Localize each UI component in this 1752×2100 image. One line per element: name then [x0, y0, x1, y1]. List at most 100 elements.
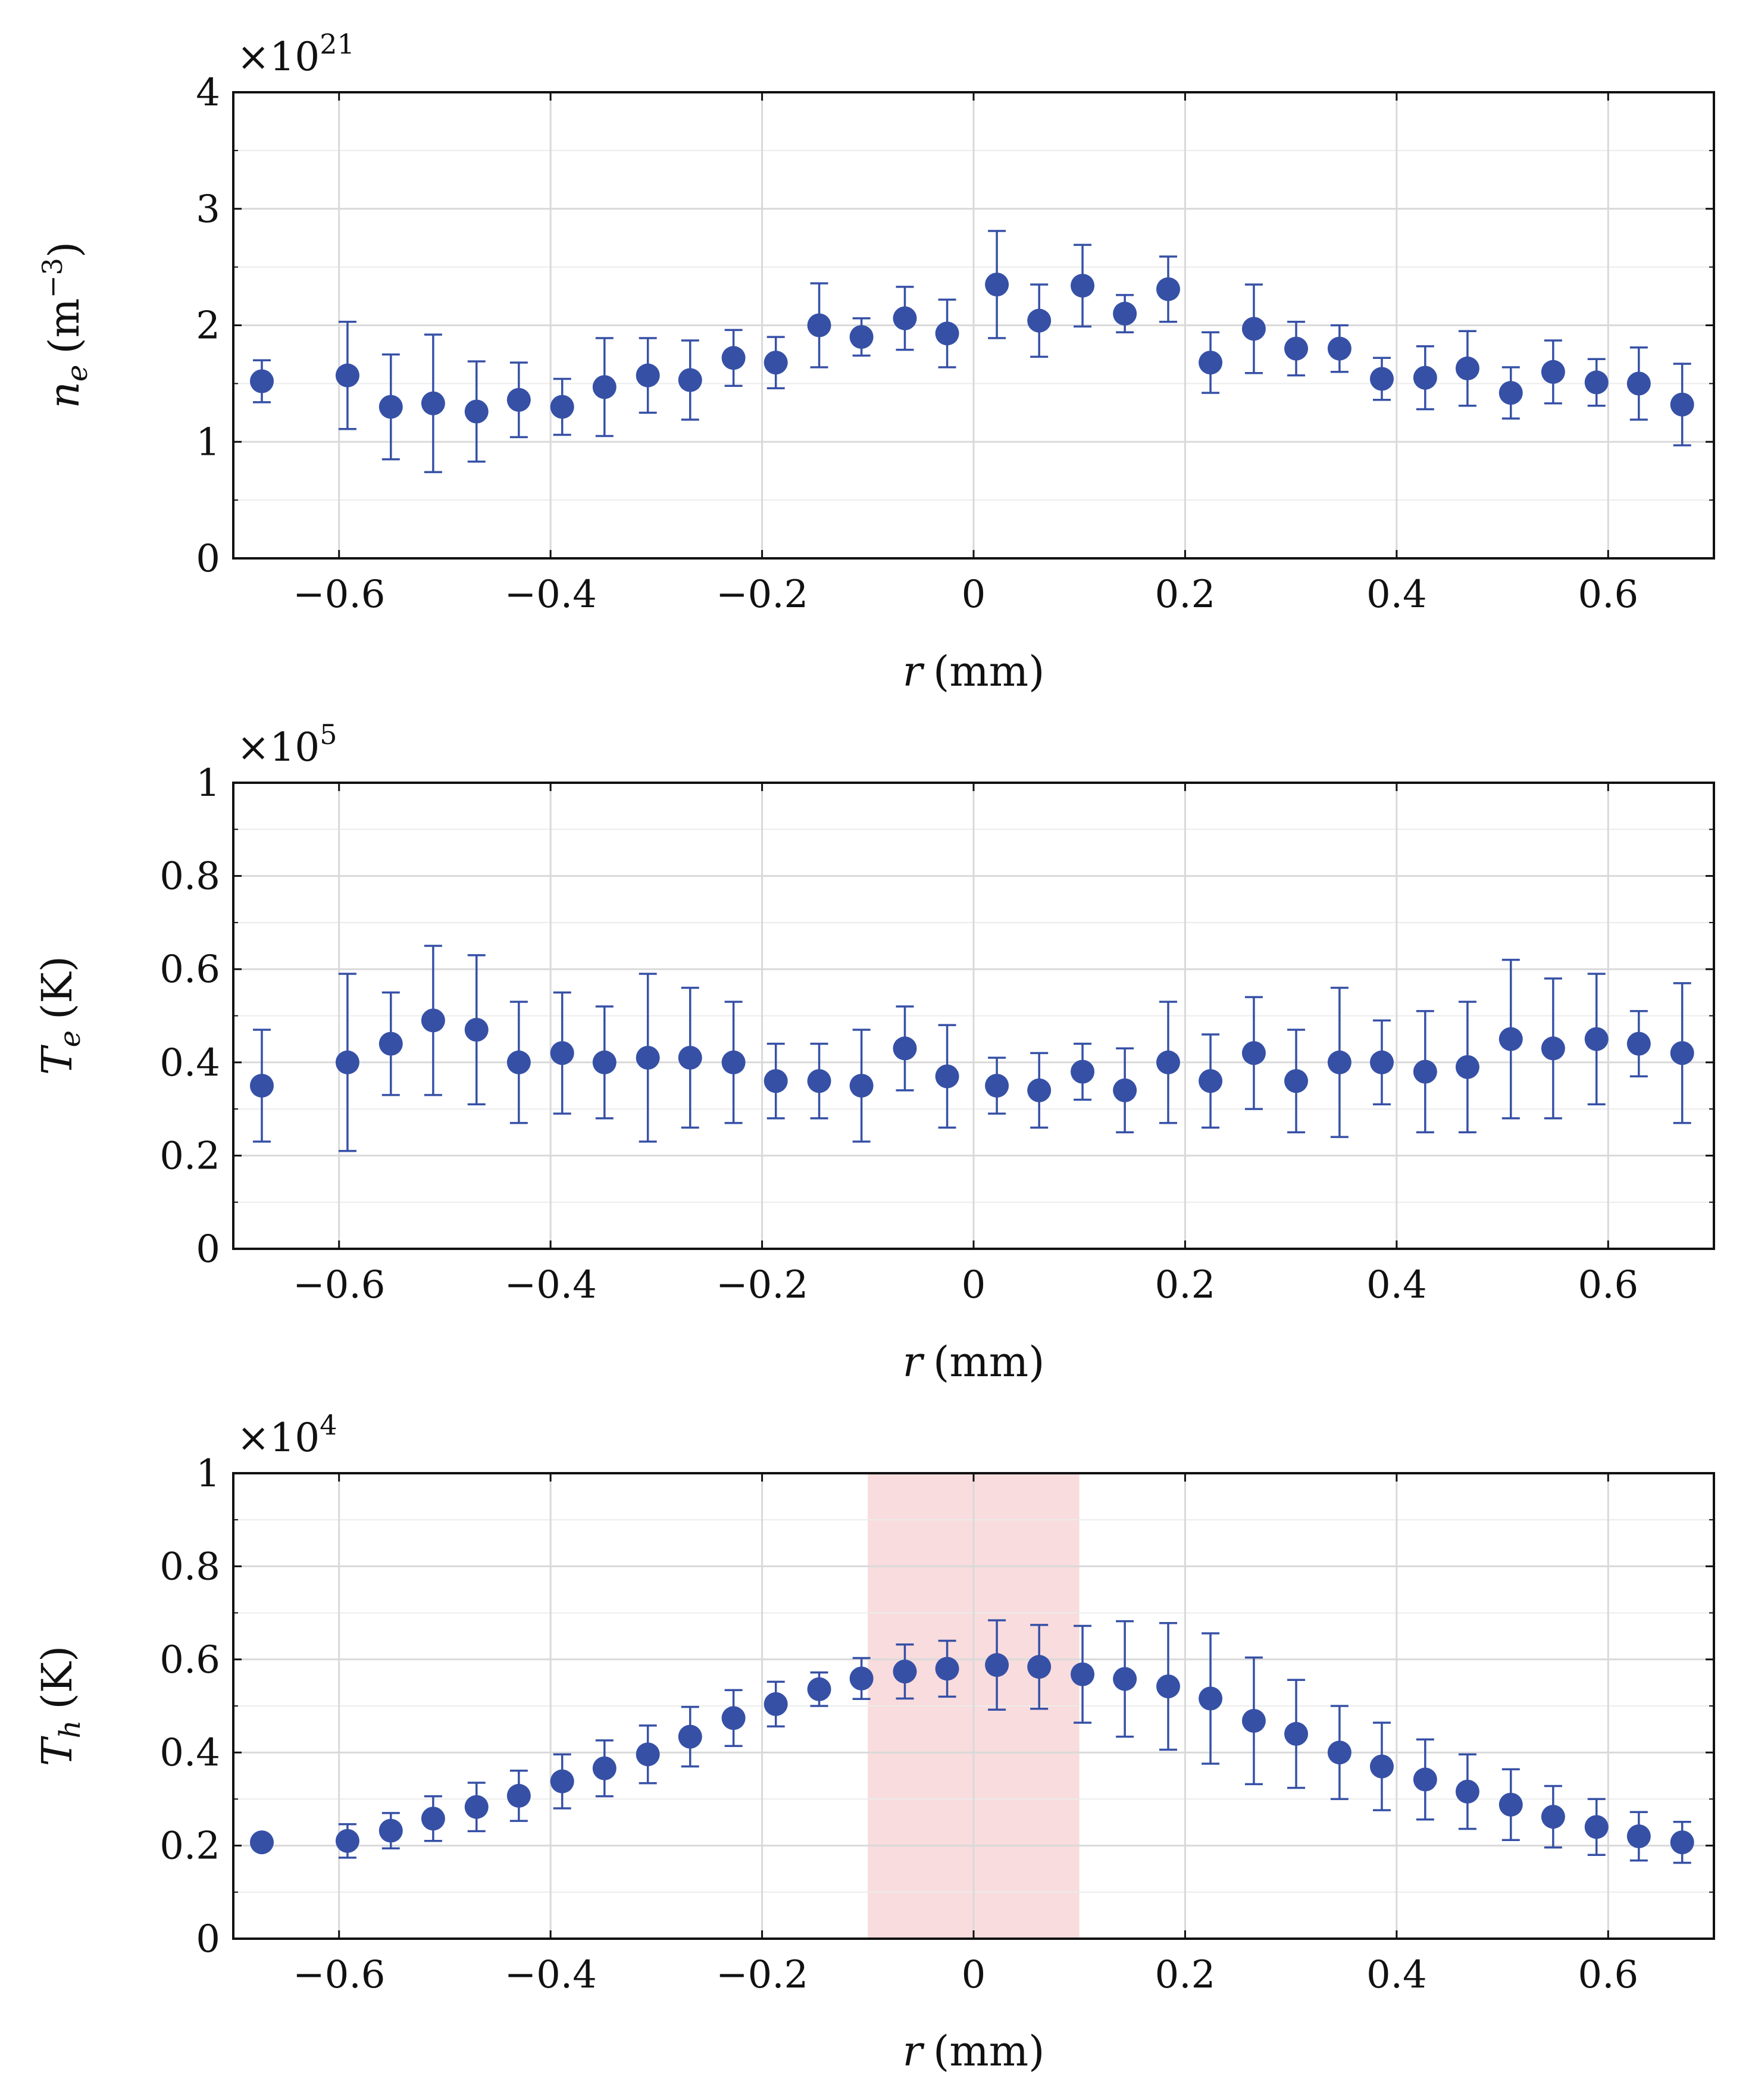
data-point	[893, 306, 917, 330]
data-point	[1156, 1674, 1180, 1699]
y-axis-subscript: e	[54, 1030, 87, 1047]
data-point	[1413, 1060, 1437, 1084]
data-point	[678, 1045, 702, 1070]
data-point	[464, 1017, 489, 1042]
data-point	[893, 1660, 917, 1684]
y-tick-label: 3	[196, 188, 220, 232]
x-tick-label: −0.2	[716, 1263, 808, 1307]
data-point	[678, 368, 702, 392]
data-point	[636, 1045, 660, 1070]
x-tick-label: 0	[962, 1263, 986, 1307]
x-axis-variable: r	[903, 2027, 925, 2076]
data-point	[421, 1807, 445, 1831]
x-axis-unit: (mm)	[933, 2027, 1044, 2076]
data-point	[1498, 381, 1523, 405]
data-point	[1071, 273, 1095, 298]
y-tick-label: 0	[196, 1917, 220, 1961]
data-point	[678, 1724, 702, 1749]
data-point	[1498, 1792, 1523, 1817]
data-point	[1626, 1824, 1651, 1848]
exponent-prefix: ×10	[237, 724, 320, 770]
data-point	[1113, 301, 1137, 326]
x-tick-label: 0	[962, 573, 986, 617]
data-point	[636, 363, 660, 388]
x-tick-label: 0.6	[1578, 1953, 1638, 1997]
exponent-power: 4	[320, 1409, 337, 1441]
panel-electron-temperature: −0.6 −0.4 −0.2 0 0.2 0.4 0.6 0 0.2 0.4 0.6 0.8 1 ×10…	[33, 718, 1715, 1386]
x-tick-label: −0.2	[716, 1953, 808, 1997]
data-point	[1284, 1721, 1309, 1746]
x-tick-label: 0.2	[1155, 1263, 1216, 1307]
data-point	[1027, 1078, 1052, 1102]
data-point	[506, 1050, 531, 1074]
data-point	[636, 1742, 660, 1767]
data-point	[1455, 1055, 1479, 1079]
data-point	[1113, 1667, 1137, 1691]
y-tick-label: 0.6	[159, 1638, 220, 1682]
data-point	[378, 1818, 403, 1843]
data-point	[592, 1756, 617, 1780]
data-point	[1413, 365, 1437, 390]
y-axis-title: Te (K)	[33, 956, 87, 1075]
data-point	[1241, 1709, 1266, 1733]
data-point	[1241, 1041, 1266, 1065]
data-point	[1369, 1050, 1394, 1074]
x-tick-label: 0.4	[1366, 1263, 1427, 1307]
y-axis-subscript: h	[54, 1720, 87, 1739]
data-point	[1241, 317, 1266, 341]
x-tick-label: 0.6	[1578, 573, 1638, 617]
y-axis-title: ne (m−3)	[36, 242, 94, 408]
data-point	[1284, 1069, 1309, 1093]
data-point	[1541, 1805, 1565, 1829]
data-point	[592, 375, 617, 399]
y-axis-unit: (m	[40, 298, 89, 354]
x-tick-label: −0.4	[504, 1263, 596, 1307]
data-point	[721, 1050, 746, 1074]
y-tick-label: 0.2	[159, 1134, 220, 1178]
data-point	[378, 1032, 403, 1056]
data-point	[464, 1795, 489, 1819]
data-point	[893, 1036, 917, 1061]
data-point	[807, 1069, 831, 1093]
data-point	[249, 369, 274, 393]
x-axis-title: r (mm)	[903, 1338, 1045, 1386]
data-point	[849, 1666, 874, 1690]
x-tick-label: 0.2	[1155, 1953, 1216, 1997]
x-axis-title: r (mm)	[903, 647, 1045, 696]
y-tick-label: 0.2	[159, 1824, 220, 1868]
y-axis-unit: (K)	[33, 1646, 82, 1710]
data-point	[764, 1692, 788, 1716]
data-point	[249, 1073, 274, 1098]
data-point	[1327, 1050, 1351, 1074]
data-point	[335, 363, 359, 388]
data-point	[1027, 308, 1052, 333]
data-point	[1156, 277, 1180, 301]
data-point	[721, 346, 746, 370]
data-point	[1369, 1754, 1394, 1779]
data-point	[1541, 1036, 1565, 1061]
data-point	[1413, 1767, 1437, 1792]
data-point	[1327, 336, 1351, 361]
data-point	[249, 1830, 274, 1855]
data-point	[935, 321, 959, 346]
data-point	[807, 1677, 831, 1701]
data-point	[421, 1008, 445, 1033]
x-tick-label: −0.4	[504, 1953, 596, 1997]
data-point	[1284, 336, 1309, 361]
data-point	[335, 1829, 359, 1853]
y-tick-label: 0.8	[159, 855, 220, 899]
data-point	[849, 1073, 874, 1098]
x-axis-title: r (mm)	[903, 2027, 1045, 2076]
x-tick-label: 0	[962, 1953, 986, 1997]
y-tick-label: 0.8	[159, 1545, 220, 1589]
y-tick-label: 1	[196, 761, 220, 805]
y-axis-variable: T	[33, 1736, 82, 1766]
y-axis-title: Th (K)	[33, 1646, 87, 1767]
data-point	[335, 1050, 359, 1074]
data-point	[1027, 1655, 1052, 1679]
data-point	[592, 1050, 617, 1074]
y-tick-label: 2	[196, 304, 220, 348]
y-tick-label: 0.4	[159, 1731, 220, 1775]
